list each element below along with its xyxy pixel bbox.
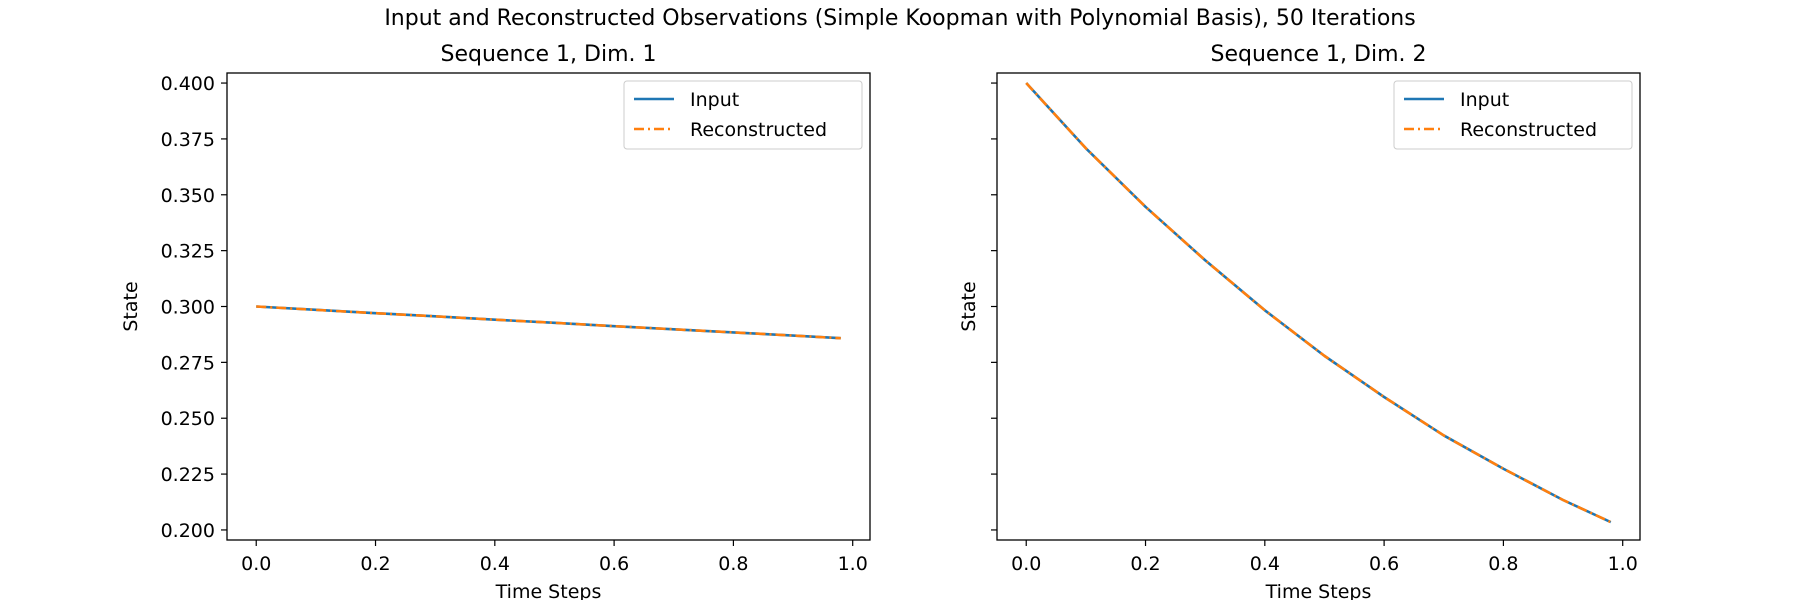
y-axis-label: State (958, 281, 980, 331)
x-axis-label: Time Steps (1265, 581, 1372, 600)
x-tick-label: 0.0 (1011, 553, 1041, 575)
y-tick-label: 0.400 (161, 73, 215, 95)
x-tick-label: 0.4 (480, 553, 510, 575)
x-tick-label: 0.2 (360, 553, 390, 575)
x-tick-label: 0.2 (1130, 553, 1160, 575)
y-tick-label: 0.350 (161, 185, 215, 207)
legend-label-input: Input (1460, 89, 1509, 111)
x-tick-label: 0.6 (599, 553, 629, 575)
figure-suptitle: Input and Reconstructed Observations (Si… (384, 6, 1416, 31)
series-line-input (256, 305, 841, 340)
x-tick-label: 0.4 (1250, 553, 1280, 575)
subplot-title: Sequence 1, Dim. 1 (441, 42, 657, 67)
legend-label-reconstructed: Reconstructed (690, 119, 827, 141)
y-tick-label: 0.300 (161, 297, 215, 319)
legend: Input Reconstructed (623, 80, 863, 150)
y-tick-label: 0.200 (161, 520, 215, 542)
legend-box (1393, 80, 1633, 150)
subplot-dim-2: Sequence 1, Dim. 2 0.0 0.2 0.4 0.6 0.8 1.0 Time… (958, 42, 1641, 600)
x-tick-label: 0.8 (1488, 553, 1518, 575)
legend: Input Reconstructed (1393, 80, 1633, 150)
series-line-reconstructed (1025, 82, 1612, 524)
x-tick-label: 0.6 (1369, 553, 1399, 575)
x-tick-label: 0.8 (718, 553, 748, 575)
x-tick-label: 1.0 (838, 553, 868, 575)
y-tick-label: 0.225 (161, 464, 215, 486)
y-tick-label: 0.325 (161, 241, 215, 263)
y-axis-label: State (120, 281, 142, 331)
y-tick-label: 0.275 (161, 352, 215, 374)
x-axis-label: Time Steps (495, 581, 602, 600)
legend-label-input: Input (690, 89, 739, 111)
legend-label-reconstructed: Reconstructed (1460, 119, 1597, 141)
legend-box (623, 80, 863, 150)
y-tick-label: 0.375 (161, 129, 215, 151)
subplot-dim-1: Sequence 1, Dim. 1 0.0 0.2 0.4 0.6 0.8 1.0 0.20… (120, 42, 871, 600)
subplot-title: Sequence 1, Dim. 2 (1211, 42, 1427, 67)
y-tick-label: 0.250 (161, 408, 215, 430)
x-tick-label: 0.0 (241, 553, 271, 575)
x-tick-label: 1.0 (1608, 553, 1638, 575)
